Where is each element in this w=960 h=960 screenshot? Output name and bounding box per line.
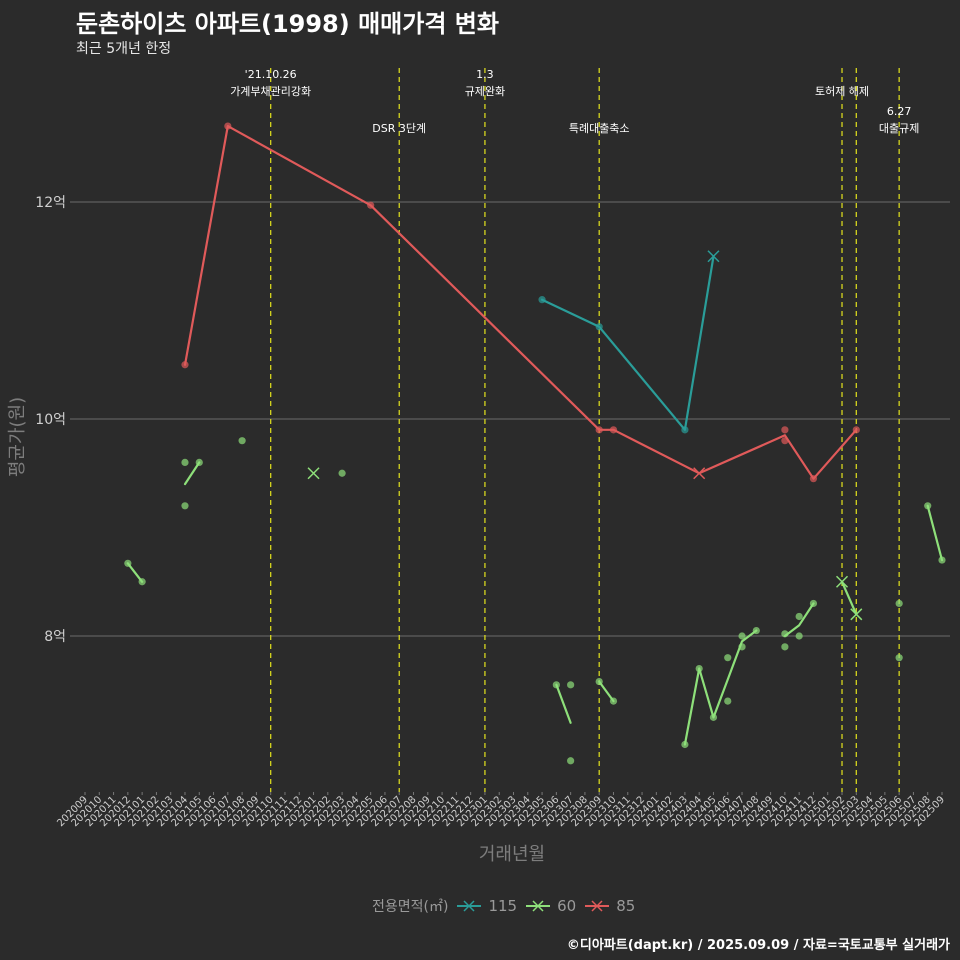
legend-key-115-icon bbox=[457, 900, 482, 912]
event-annotation: 1.3 bbox=[476, 68, 494, 81]
series-60-point bbox=[795, 612, 803, 621]
series-85-point bbox=[181, 361, 189, 369]
series-60-line bbox=[183, 461, 201, 486]
series-60-cross-point bbox=[835, 575, 849, 588]
series-60-point bbox=[124, 559, 132, 567]
series-115-point bbox=[681, 426, 689, 434]
series-60-point bbox=[238, 437, 246, 445]
series-60-point bbox=[695, 664, 703, 673]
series-115-line bbox=[540, 255, 715, 431]
series-60-line bbox=[126, 562, 144, 583]
series-60-point bbox=[752, 626, 760, 635]
series-60-point bbox=[138, 578, 146, 586]
legend-key-85-icon bbox=[585, 900, 610, 912]
x-axis-label: 거래년월 bbox=[478, 844, 546, 865]
series-60-point bbox=[781, 643, 789, 651]
series-85-point bbox=[367, 201, 375, 209]
series-60-point bbox=[709, 713, 718, 721]
series-60-line bbox=[598, 680, 615, 703]
legend-title: 전용면적(㎡) bbox=[372, 899, 449, 915]
series-60-point bbox=[895, 654, 903, 662]
event-annotation: 토허제 해제 bbox=[815, 84, 869, 98]
event-annotation: 특례대출축소 bbox=[569, 122, 630, 135]
series-85-cross-point bbox=[693, 467, 706, 480]
legend-label-60: 60 bbox=[557, 897, 577, 915]
series-60-point bbox=[338, 469, 346, 477]
legend-item-60: 60 bbox=[525, 897, 576, 915]
series-60-line bbox=[555, 683, 572, 724]
event-annotation: 대출규제 bbox=[879, 122, 919, 135]
event-annotation: DSR 3단계 bbox=[372, 122, 426, 135]
series-60-line bbox=[683, 629, 758, 746]
series-60-point bbox=[181, 458, 189, 466]
series-115-cross-point bbox=[707, 250, 720, 263]
legend-key-60-icon bbox=[526, 900, 551, 912]
event-annotation: '21.10.26 bbox=[245, 68, 297, 81]
series-85-point bbox=[781, 426, 789, 434]
series-85-point bbox=[595, 426, 603, 434]
series-85-point bbox=[781, 437, 789, 445]
legend: 전용면적(㎡) 115 60 85 bbox=[372, 896, 643, 916]
series-60-line bbox=[783, 602, 815, 638]
source-caption: ©디아파트(dapt.kr) / 2025.09.09 / 자료=국토교통부 실… bbox=[566, 938, 950, 953]
series-115-point bbox=[538, 296, 546, 304]
legend-item-115: 115 bbox=[456, 897, 517, 915]
y-tick-label: 10억 bbox=[35, 412, 66, 428]
legend-label-85: 85 bbox=[616, 897, 636, 915]
series-60-point bbox=[738, 643, 746, 651]
series-60-point bbox=[552, 681, 560, 689]
series-85-point bbox=[224, 122, 232, 130]
series-60-point bbox=[924, 502, 932, 510]
series-60-point bbox=[724, 697, 732, 705]
event-annotation: 6.27 bbox=[887, 105, 912, 118]
chart-title: 둔촌하이츠 아파트(1998) 매매가격 변화 bbox=[76, 10, 499, 38]
chart-subtitle: 최근 5개년 한정 bbox=[76, 41, 172, 57]
series-60-point bbox=[809, 599, 818, 608]
event-annotation: 규제완화 bbox=[465, 85, 505, 98]
series-60-cross-point bbox=[850, 608, 863, 621]
legend-item-85: 85 bbox=[584, 897, 635, 915]
series-60-point bbox=[795, 632, 803, 640]
series-60-point bbox=[895, 599, 903, 608]
series-115-point bbox=[595, 323, 603, 331]
series-60-point bbox=[724, 654, 732, 662]
event-annotation: 가계부채관리강화 bbox=[230, 85, 311, 98]
series-60-point bbox=[181, 502, 189, 510]
series-60-point bbox=[681, 740, 689, 749]
series-60-point bbox=[195, 458, 203, 466]
series-60-cross-point bbox=[307, 467, 320, 480]
series-60-point bbox=[738, 632, 746, 640]
series-60-line bbox=[926, 504, 944, 562]
series-60-point bbox=[609, 697, 618, 705]
plot-panel bbox=[70, 62, 950, 792]
y-tick-label: 12억 bbox=[35, 195, 66, 211]
series-85-point bbox=[809, 475, 818, 483]
series-60-point bbox=[595, 677, 603, 686]
series-60-line bbox=[840, 580, 858, 616]
series-60-point bbox=[567, 681, 575, 689]
series-60-point bbox=[938, 556, 946, 564]
y-tick-label: 8억 bbox=[44, 629, 66, 645]
y-axis-label: 평균가(원) bbox=[7, 396, 28, 478]
series-60-point bbox=[781, 630, 789, 638]
legend-label-115: 115 bbox=[488, 897, 518, 915]
series-85-point bbox=[609, 426, 618, 434]
series-85-point bbox=[852, 426, 860, 434]
series-60-point bbox=[567, 757, 575, 765]
